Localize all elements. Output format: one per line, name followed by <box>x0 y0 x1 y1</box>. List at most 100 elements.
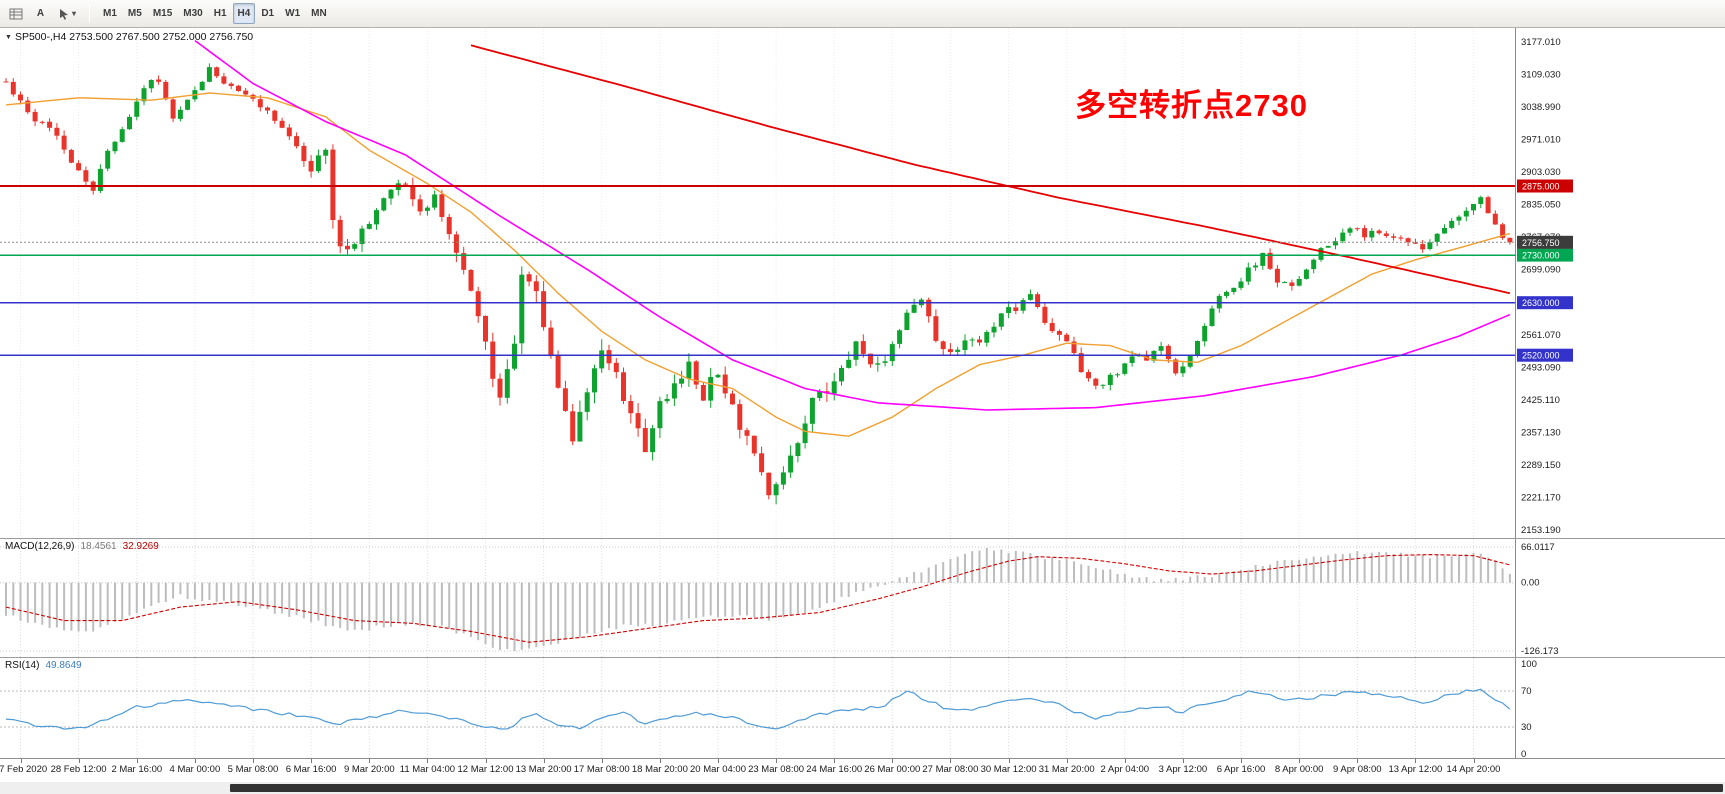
svg-text:2875.000: 2875.000 <box>1522 182 1560 192</box>
rsi-axis-labels: 100 70 30 0 <box>1521 659 1537 758</box>
macd-signal-value: 32.9269 <box>122 541 159 552</box>
svg-text:66.0117: 66.0117 <box>1521 542 1555 553</box>
time-axis-label: 31 Mar 20:00 <box>1038 764 1095 775</box>
time-axis-tick <box>1182 759 1184 763</box>
time-axis-tick <box>369 759 371 763</box>
price-chart-panel[interactable]: 3177.010 3109.030 3038.990 2971.010 2903.030… <box>0 28 1725 538</box>
time-axis-tick <box>1299 759 1301 763</box>
ma-fast-orange <box>5 92 1511 437</box>
timeframe-m1-button[interactable]: M1 <box>98 3 122 24</box>
svg-text:2630.000: 2630.000 <box>1522 298 1560 308</box>
time-axis-tick <box>20 759 22 763</box>
time-axis-label: 27 Feb 2020 <box>0 764 48 775</box>
time-axis-label: 12 Mar 12:00 <box>457 764 514 775</box>
macd-main-value: 18.4561 <box>80 541 117 552</box>
svg-text:2221.170: 2221.170 <box>1521 493 1561 504</box>
time-axis-label: 2 Mar 16:00 <box>111 764 163 775</box>
timeframe-m15-button[interactable]: M15 <box>148 3 177 24</box>
horizontal-level-lines[interactable] <box>0 185 1515 357</box>
svg-text:3038.990: 3038.990 <box>1521 102 1561 113</box>
macd-label: MACD(12,26,9) 18.4561 32.9269 <box>5 541 159 552</box>
time-axis-tick <box>427 759 429 763</box>
time-axis-tick <box>776 759 778 763</box>
time-axis-tick <box>1473 759 1475 763</box>
timeframe-m30-button[interactable]: M30 <box>178 3 207 24</box>
time-axis-tick <box>253 759 254 763</box>
svg-text:0: 0 <box>1521 749 1526 758</box>
svg-text:2903.030: 2903.030 <box>1521 167 1561 178</box>
svg-text:70: 70 <box>1521 686 1532 697</box>
time-axis-label: 27 Mar 08:00 <box>922 764 979 775</box>
time-axis-tick <box>834 759 836 763</box>
time-axis-tick <box>194 759 196 763</box>
time-axis-label: 18 Mar 20:00 <box>631 764 688 775</box>
svg-text:-126.173: -126.173 <box>1521 646 1559 657</box>
time-axis-tick <box>136 759 138 763</box>
time-axis-label: 28 Feb 12:00 <box>50 764 107 775</box>
svg-text:3109.030: 3109.030 <box>1521 70 1561 81</box>
svg-text:2357.130: 2357.130 <box>1521 427 1561 438</box>
time-axis-label: 8 Apr 00:00 <box>1274 764 1324 775</box>
time-axis-tick <box>950 759 952 763</box>
time-axis-tick <box>1357 759 1359 763</box>
svg-text:100: 100 <box>1521 659 1537 670</box>
time-axis-tick <box>1066 759 1068 763</box>
svg-text:2520.000: 2520.000 <box>1522 351 1560 361</box>
macd-panel[interactable]: 66.0117 0.00 -126.173 MACD(12,26,9) 18.4561… <box>0 538 1725 657</box>
indicator-list-button[interactable] <box>4 3 28 24</box>
time-axis-tick <box>1415 759 1417 763</box>
ma-slow-red <box>470 44 1511 295</box>
grid-vertical <box>20 658 1474 758</box>
time-axis-tick <box>78 759 80 763</box>
current-price-tag <box>1517 235 1573 249</box>
text-label-tool-button[interactable]: A <box>30 3 51 24</box>
time-axis-label: 13 Apr 12:00 <box>1388 764 1443 775</box>
time-axis-label: 4 Mar 00:00 <box>169 764 221 775</box>
svg-text:2730.000: 2730.000 <box>1522 251 1560 261</box>
chart-annotation-text[interactable]: 多空转折点2730 <box>1075 88 1308 123</box>
timeframe-h4-button[interactable]: H4 <box>232 3 256 24</box>
rsi-value: 49.8649 <box>45 660 82 671</box>
time-axis-tick <box>1241 759 1242 763</box>
time-axis-tick <box>1124 759 1126 763</box>
time-axis-label: 3 Apr 12:00 <box>1158 764 1208 775</box>
svg-text:2153.190: 2153.190 <box>1521 525 1561 536</box>
timeframe-w1-button[interactable]: W1 <box>280 3 305 24</box>
time-axis-label: 2 Apr 04:00 <box>1100 764 1150 775</box>
time-axis-tick <box>718 759 719 763</box>
timeframe-d1-button[interactable]: D1 <box>256 3 279 24</box>
horizontal-scrollbar[interactable] <box>0 782 1725 794</box>
ma-mid-magenta <box>194 39 1511 411</box>
svg-text:3177.010: 3177.010 <box>1521 37 1561 48</box>
time-axis-label: 17 Mar 08:00 <box>573 764 630 775</box>
time-axis-label: 9 Apr 08:00 <box>1332 764 1382 775</box>
rsi-name: RSI(14) <box>5 660 40 671</box>
time-axis-label: 20 Mar 04:00 <box>690 764 746 775</box>
svg-text:0.00: 0.00 <box>1521 578 1540 589</box>
toolbar-separator <box>89 4 91 23</box>
list-icon <box>9 8 23 19</box>
svg-text:2289.150: 2289.150 <box>1521 460 1561 471</box>
time-axis-label: 30 Mar 12:00 <box>980 764 1037 775</box>
svg-text:2971.010: 2971.010 <box>1521 135 1561 146</box>
rsi-panel[interactable]: 100 70 30 0 RSI(14) 49.8649 <box>0 657 1725 758</box>
time-axis-label: 6 Mar 16:00 <box>285 764 337 775</box>
time-axis-label: 24 Mar 16:00 <box>806 764 863 775</box>
time-axis-label: 5 Mar 08:00 <box>227 764 279 775</box>
time-axis-label: 26 Mar 00:00 <box>864 764 921 775</box>
timeframe-mn-button[interactable]: MN <box>306 3 332 24</box>
timeframe-m5-button[interactable]: M5 <box>123 3 147 24</box>
cursor-tool-button[interactable]: ▾ <box>53 3 81 24</box>
timeframe-h1-button[interactable]: H1 <box>209 3 232 24</box>
time-axis-tick <box>485 759 487 763</box>
time-axis-tick <box>311 759 313 763</box>
time-axis-tick <box>659 759 661 763</box>
time-axis-label: 14 Apr 20:00 <box>1446 764 1501 775</box>
svg-text:2756.750: 2756.750 <box>1522 238 1560 248</box>
svg-text:30: 30 <box>1521 722 1532 733</box>
scrollbar-thumb[interactable] <box>230 784 1723 792</box>
svg-text:2561.070: 2561.070 <box>1521 330 1561 341</box>
candles-layer <box>3 63 1513 505</box>
time-axis-tick <box>1008 759 1010 763</box>
